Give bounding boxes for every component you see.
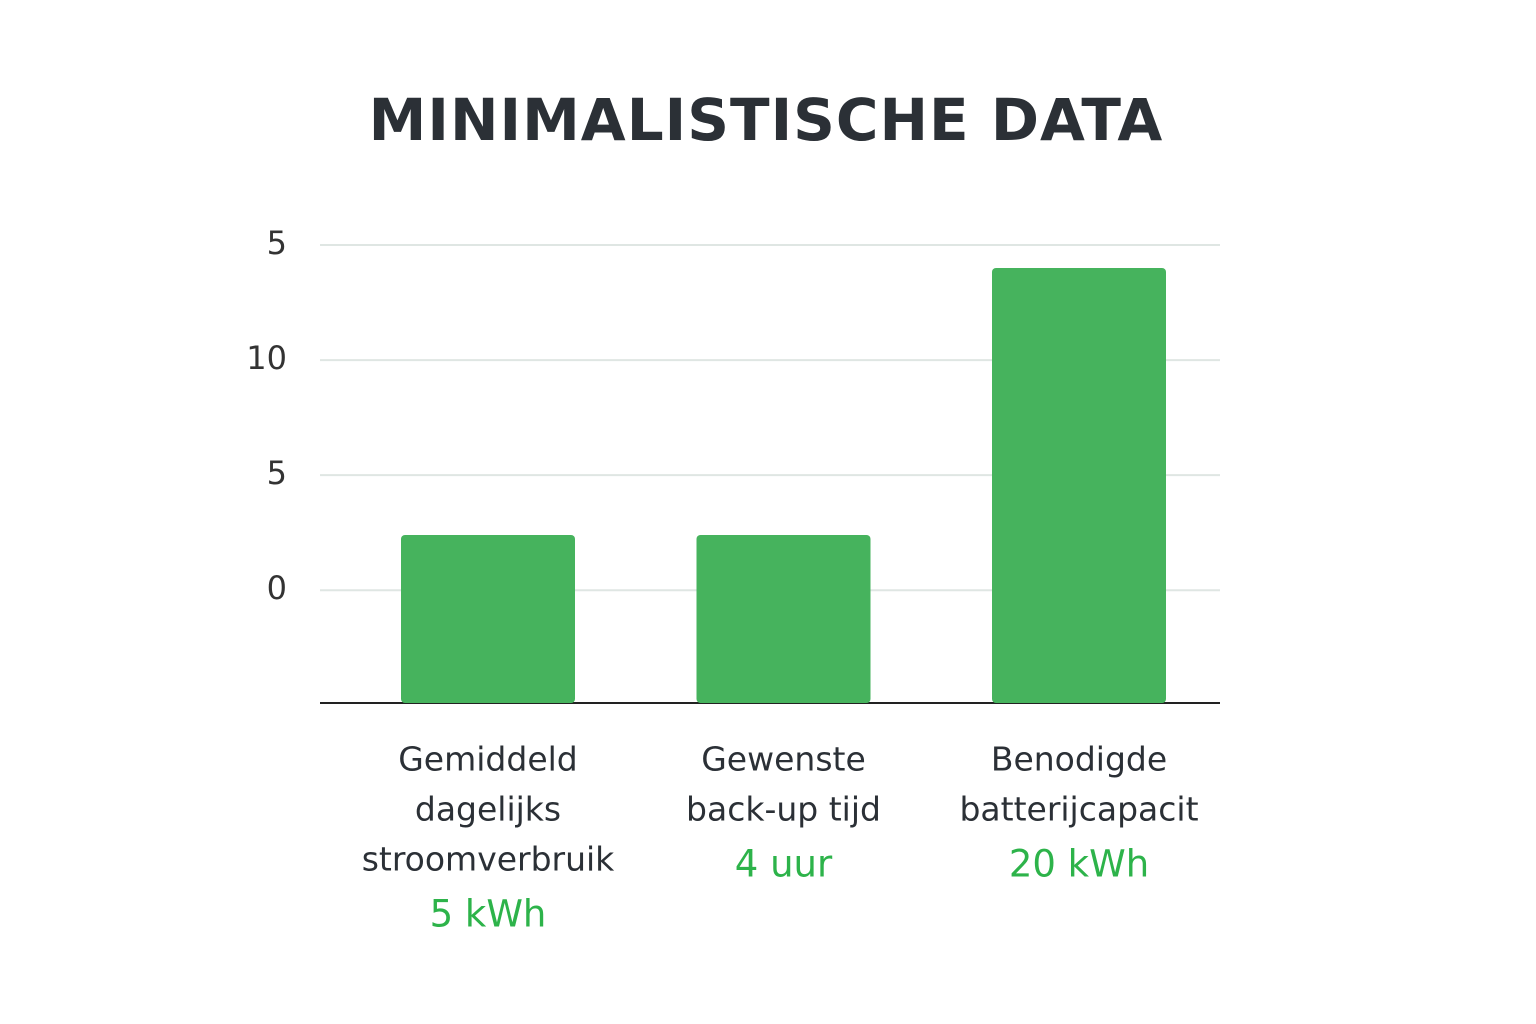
bar bbox=[401, 534, 575, 703]
y-tick-label: 5 bbox=[267, 454, 287, 492]
bar bbox=[696, 534, 871, 703]
annotation: 4 uur bbox=[735, 843, 833, 886]
x-tick-label: back-up tijd bbox=[686, 790, 881, 829]
y-tick-label: 0 bbox=[267, 569, 287, 607]
annotation: 5 kWh bbox=[430, 893, 547, 936]
x-tick-label: Benodigde bbox=[991, 740, 1167, 779]
x-tick-label: dagelijks bbox=[415, 790, 561, 829]
x-tick-label: stroomverbruik bbox=[362, 840, 615, 879]
y-tick-label: 10 bbox=[246, 339, 287, 377]
annotation: 20 kWh bbox=[1009, 843, 1149, 886]
chart-title: MINIMALISTISCHE DATA bbox=[369, 86, 1164, 154]
x-tick-label: Gewenste bbox=[701, 740, 866, 779]
y-tick-label: 5 bbox=[267, 224, 287, 262]
x-tick-label: Gemiddeld bbox=[398, 740, 578, 779]
x-tick-label: batterijcapacit bbox=[959, 790, 1198, 829]
bar bbox=[992, 268, 1166, 703]
